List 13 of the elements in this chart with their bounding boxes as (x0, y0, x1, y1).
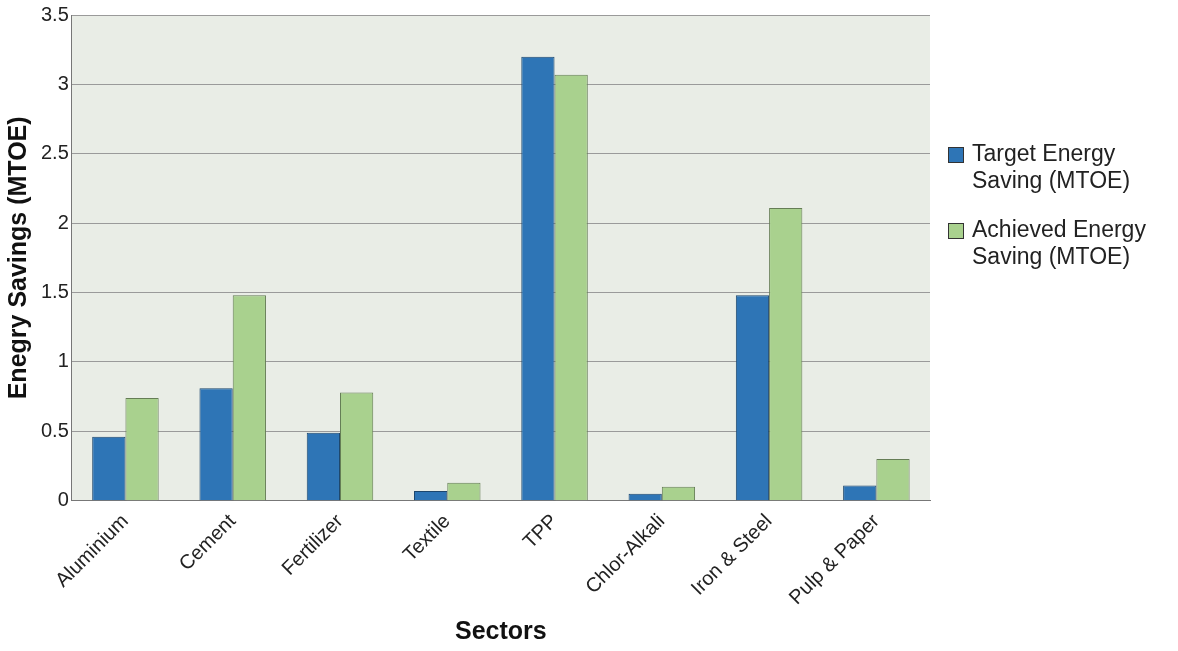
y-tick-label: 0 (57, 488, 69, 511)
y-tick-label: 1 (57, 349, 69, 372)
y-tick-label: 3.5 (40, 2, 69, 25)
y-tick-label: 3 (57, 71, 69, 94)
legend-label: Achieved Energy Saving (MTOE) (972, 216, 1147, 270)
y-tick-label: 2.5 (40, 141, 69, 164)
x-axis-title: Sectors (455, 615, 547, 644)
y-axis-title: Enegry Savings (MTOE) (2, 116, 31, 400)
y-tick-label: 1.5 (40, 280, 69, 303)
y-tick-label: 2 (57, 210, 69, 233)
x-tick-label: TPP (518, 509, 562, 553)
y-tick-label: 0.5 (40, 418, 69, 441)
legend-label: Target Energy Saving (MTOE) (972, 140, 1132, 194)
